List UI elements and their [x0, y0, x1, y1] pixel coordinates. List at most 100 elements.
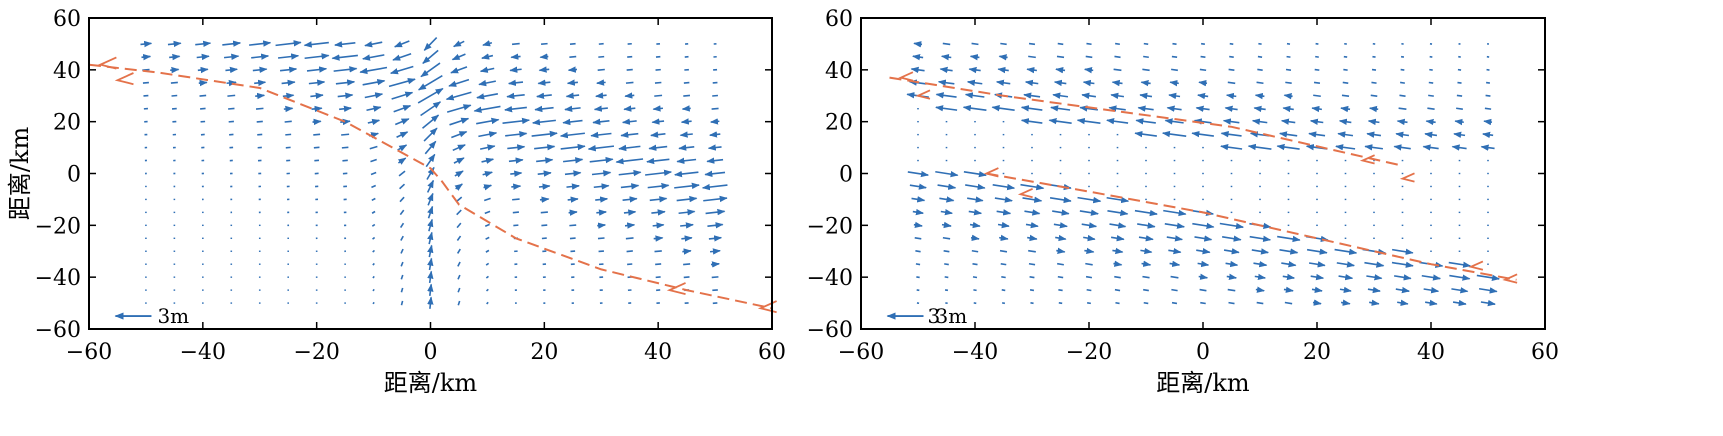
- vector-arrow: [392, 53, 412, 61]
- y-tick-label: −40: [807, 266, 853, 291]
- vector-arrow: [1343, 68, 1348, 71]
- vector-arrow: [456, 248, 461, 254]
- vector-arrow: [1367, 286, 1381, 294]
- vector-arrow: [1308, 131, 1326, 138]
- vector-arrow: [1341, 94, 1350, 98]
- vector-arrow: [680, 118, 692, 125]
- vector-arrow: [564, 105, 581, 112]
- vector-arrow: [1367, 118, 1380, 126]
- vector-field: [140, 37, 728, 309]
- vector-arrow: [1106, 118, 1129, 125]
- vector-arrow: [1222, 118, 1240, 125]
- vector-arrow: [943, 250, 950, 253]
- vector-arrow: [449, 117, 470, 126]
- vector-arrow: [1339, 286, 1352, 294]
- vector-arrow: [595, 92, 607, 99]
- y-axis-label: 距离/km: [6, 127, 34, 221]
- vector-arrow: [482, 170, 493, 178]
- vector-arrow: [592, 118, 610, 125]
- vector-arrow: [283, 105, 294, 113]
- vector-arrow: [1369, 299, 1380, 306]
- y-tick-label: −60: [35, 318, 81, 343]
- vector-arrow: [371, 197, 376, 202]
- vector-arrow: [483, 184, 493, 191]
- vector-arrow: [1220, 143, 1243, 151]
- vector-arrow: [1338, 118, 1352, 126]
- vector-arrow: [391, 91, 414, 100]
- vector-arrow: [1428, 94, 1434, 97]
- vector-arrow: [560, 143, 586, 151]
- vector-arrow: [1142, 275, 1150, 279]
- vector-arrow: [511, 183, 522, 190]
- vector-arrow: [939, 196, 955, 203]
- vector-arrow: [1028, 55, 1036, 59]
- vector-arrow: [681, 235, 693, 242]
- vector-arrow: [1457, 81, 1462, 84]
- vector-arrow: [1020, 105, 1043, 112]
- vector-arrow: [972, 263, 978, 266]
- vector-arrow: [1134, 209, 1158, 217]
- vector-arrow: [312, 118, 322, 126]
- vector-arrow: [1049, 196, 1072, 204]
- vector-arrow: [1026, 66, 1037, 74]
- vector-arrow: [708, 235, 723, 242]
- vector-arrow: [1483, 118, 1493, 126]
- vector-arrow: [255, 107, 264, 110]
- vector-arrow: [910, 66, 925, 74]
- vector-arrow: [537, 170, 552, 177]
- vector-arrow: [1198, 80, 1208, 87]
- y-tick-label: 40: [825, 59, 853, 84]
- vector-arrow: [396, 131, 409, 138]
- fault-slip-arrow: [1468, 260, 1484, 271]
- vector-arrow: [1392, 248, 1414, 255]
- vector-arrow: [540, 42, 548, 46]
- vector-arrow: [364, 92, 384, 99]
- vector-arrow: [1425, 299, 1438, 307]
- vector-arrow: [339, 105, 352, 113]
- vector-arrow: [1110, 235, 1125, 242]
- vector-arrow: [446, 104, 472, 113]
- vector-arrow: [531, 130, 558, 138]
- vector-arrow: [1142, 68, 1150, 72]
- vector-arrow: [536, 92, 552, 99]
- vector-arrow: [1137, 222, 1156, 229]
- vector-arrow: [937, 79, 955, 86]
- vector-arrow: [1195, 105, 1210, 112]
- x-tick-label: −20: [293, 340, 339, 365]
- vector-arrow: [1337, 131, 1354, 138]
- vector-arrow: [915, 263, 921, 266]
- vector-arrow: [1285, 81, 1292, 85]
- vector-arrow: [1077, 196, 1102, 204]
- vector-arrow: [1050, 105, 1071, 112]
- vector-arrow: [485, 236, 490, 240]
- vector-arrow: [1143, 288, 1149, 292]
- vector-arrow: [362, 78, 386, 86]
- vector-arrow: [538, 183, 551, 190]
- vector-arrow: [915, 250, 921, 253]
- vector-arrow: [340, 118, 351, 126]
- vector-arrow: [331, 54, 358, 61]
- vector-arrow: [1480, 299, 1496, 307]
- vector-arrow: [255, 92, 266, 100]
- vector-arrow: [482, 40, 493, 47]
- vector-arrow: [1028, 262, 1036, 266]
- vector-arrow: [937, 183, 957, 190]
- x-tick-label: −20: [1066, 340, 1112, 365]
- vector-arrow: [562, 157, 584, 164]
- vector-arrow: [1001, 276, 1006, 279]
- vector-arrow: [1113, 68, 1122, 72]
- vector-arrow: [195, 40, 212, 48]
- vector-arrow: [481, 157, 495, 164]
- vector-arrow: [1201, 42, 1205, 45]
- fault-slip-arrow: [915, 89, 931, 100]
- vector-arrow: [454, 183, 463, 191]
- vector-arrow: [1028, 249, 1036, 253]
- vector-arrow: [1253, 105, 1266, 113]
- vector-arrow: [1085, 262, 1093, 266]
- vector-arrow: [1255, 286, 1265, 293]
- vector-arrow: [1225, 260, 1239, 268]
- vector-arrow: [479, 144, 496, 151]
- vector-arrow: [222, 40, 242, 47]
- vector-arrow: [399, 196, 405, 203]
